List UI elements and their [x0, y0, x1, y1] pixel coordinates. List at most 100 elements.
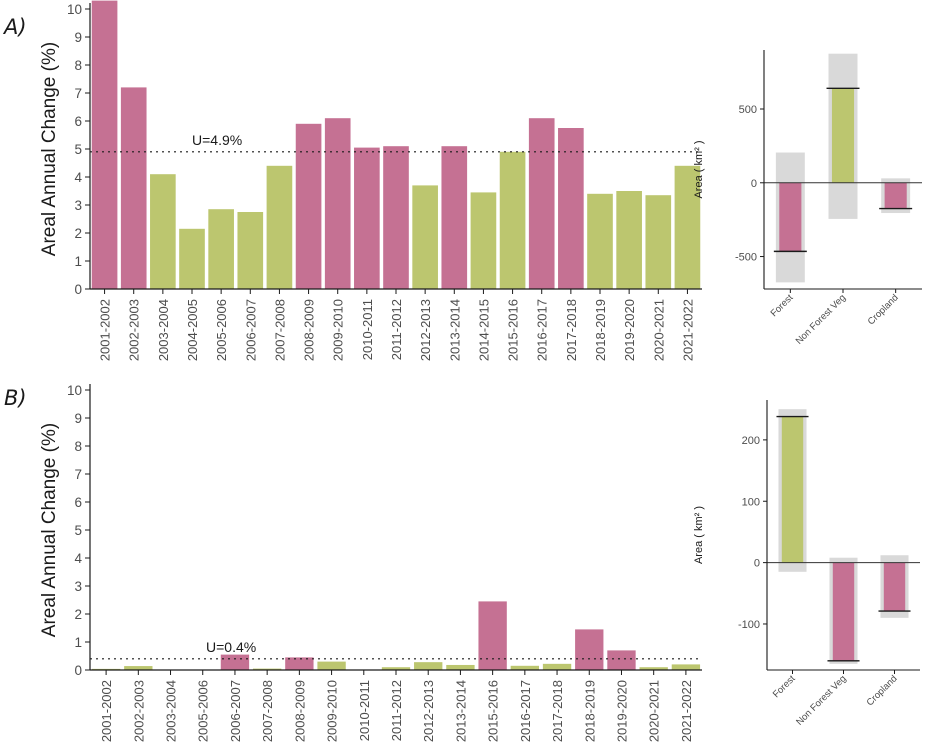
- x-tick-label: 2017-2018: [564, 299, 579, 361]
- x-tick-label: 2007-2008: [260, 680, 275, 742]
- bar: [414, 662, 443, 670]
- bar: [831, 88, 855, 183]
- x-tick-label: 2006-2007: [228, 680, 243, 742]
- bar: [381, 667, 411, 670]
- y-tick-label: 7: [74, 467, 82, 482]
- bar: [671, 664, 701, 670]
- y-tick-label: 1: [74, 254, 82, 269]
- x-tick-label: 2009-2010: [325, 680, 340, 742]
- bar: [832, 562, 855, 661]
- y-tick-label: -100: [738, 619, 760, 631]
- bar: [150, 174, 176, 289]
- y-tick-label: 1: [74, 635, 82, 650]
- x-tick-label: 2013-2014: [447, 299, 462, 361]
- x-tick-label: 2012-2013: [421, 680, 436, 742]
- bar: [528, 118, 555, 289]
- bar: [470, 192, 497, 289]
- y-tick-label: 9: [74, 411, 82, 426]
- x-tick-label: Cropland: [865, 673, 900, 708]
- y-tick-label: -500: [735, 252, 757, 264]
- x-tick-label: 2001-2002: [99, 680, 114, 742]
- x-tick-label: 2008-2009: [292, 680, 307, 742]
- chart-b: 0 1 2 3 4 5 6 7 8 9 10 2001-2002 2002-2003 2003-2004 2…: [39, 383, 702, 742]
- y-tick-label: 2: [74, 226, 82, 241]
- bar: [558, 128, 584, 289]
- x-tick-label: 2003-2004: [164, 680, 179, 742]
- bar: [91, 0, 118, 289]
- y-tick-label: 6: [74, 495, 82, 510]
- y-tick-label: 10: [67, 2, 82, 17]
- x-tick-label: 2002-2003: [127, 299, 142, 361]
- bar: [324, 118, 351, 289]
- panel-label-a: A): [2, 15, 27, 39]
- bar: [220, 654, 250, 670]
- bar: [446, 664, 475, 670]
- x-tick-label: 2014-2015: [476, 299, 491, 361]
- x-tick-label: 2007-2008: [272, 299, 287, 361]
- y-tick-label: 500: [739, 104, 757, 116]
- x-tick-label: 2021-2022: [679, 680, 694, 742]
- bar: [179, 228, 205, 289]
- y-tick-label: 2: [74, 607, 82, 622]
- x-tick-label: Non Forest Veg: [794, 292, 848, 346]
- x-tick-label: 2008-2009: [302, 299, 317, 361]
- x-tick-label: Cropland: [866, 292, 901, 327]
- threshold-label: U=4.9%: [192, 132, 242, 148]
- y-axis-title: Area ( km² ): [693, 506, 705, 564]
- y-tick-label: 10: [67, 383, 82, 398]
- bar: [616, 191, 642, 289]
- panel-label-b: B): [4, 386, 27, 410]
- x-tick-label: 2019-2020: [614, 680, 629, 742]
- bar: [645, 195, 672, 289]
- y-axis-title: Area ( km² ): [693, 140, 705, 198]
- x-tick-label: 2002-2003: [131, 680, 146, 742]
- chart-a: 0 1 2 3 4 5 6 7 8 9 10 2001-2002 2002-2003 2003-2004 2…: [39, 0, 702, 361]
- y-tick-label: 200: [742, 435, 760, 447]
- y-tick-label: 8: [74, 439, 82, 454]
- x-tick-label: 2015-2016: [506, 299, 521, 361]
- x-tick-label: 2003-2004: [156, 299, 171, 361]
- y-tick-label: 4: [74, 551, 82, 566]
- x-tick-label: 2006-2007: [243, 299, 258, 361]
- x-tick-label: 2009-2010: [331, 299, 346, 361]
- y-tick-label: 0: [754, 558, 760, 570]
- bar: [124, 666, 153, 670]
- y-tick-label: 6: [74, 114, 82, 129]
- bar: [285, 657, 314, 670]
- bar: [317, 661, 346, 670]
- bar: [575, 629, 604, 670]
- x-tick-label: 2005-2006: [214, 299, 229, 361]
- bar: [587, 193, 613, 289]
- bar: [354, 147, 380, 289]
- bar: [266, 165, 293, 289]
- x-tick-label: 2012-2013: [418, 299, 433, 361]
- y-tick-label: 100: [742, 496, 760, 508]
- bar: [237, 212, 264, 289]
- x-tick-label: 2016-2017: [535, 299, 550, 361]
- x-tick-label: 2021-2022: [680, 299, 695, 361]
- bar: [499, 151, 526, 289]
- y-tick-label: 4: [74, 170, 82, 185]
- bar: [674, 165, 701, 289]
- x-tick-label: 2011-2012: [389, 680, 404, 741]
- x-tick-label: 2004-2005: [185, 299, 200, 361]
- x-tick-label: 2015-2016: [486, 680, 501, 742]
- bar: [781, 416, 804, 563]
- x-tick-label: 2011-2012: [389, 299, 404, 360]
- bar: [383, 146, 409, 289]
- x-tick-label: 2019-2020: [622, 299, 637, 361]
- x-tick-label: 2013-2014: [453, 680, 468, 742]
- bar: [412, 185, 438, 289]
- x-tick-label: Non Forest Veg: [794, 673, 848, 727]
- x-tick-label: 2016-2017: [518, 680, 533, 742]
- y-tick-label: 0: [74, 282, 82, 297]
- y-tick-label: 5: [74, 142, 82, 157]
- bar: [208, 209, 234, 289]
- x-tick-label: 2010-2011: [360, 299, 375, 360]
- bar: [441, 146, 468, 289]
- y-axis-title: Areal Annual Change (%): [39, 423, 60, 637]
- y-tick-label: 3: [74, 198, 82, 213]
